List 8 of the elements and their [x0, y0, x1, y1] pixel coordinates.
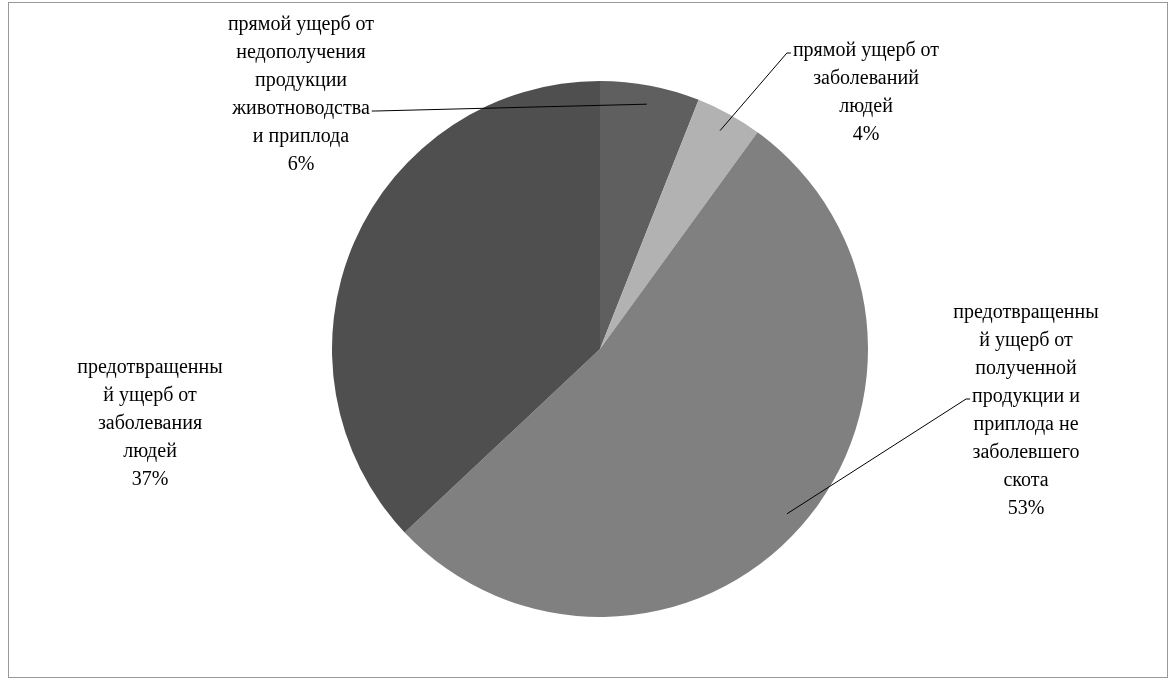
data-label: 37%: [131, 467, 169, 490]
slice-label: прямой ущерб от заболеваний людей: [792, 38, 940, 118]
data-label: 4%: [852, 122, 880, 145]
slice-label: предотвращенный ущерб от полученной продукции и приплода не заболевшего скота: [953, 300, 1099, 491]
data-label: 6%: [287, 152, 315, 175]
slice-label: предотвращенный ущерб от заболевания людей: [77, 355, 223, 463]
data-label: 53%: [1007, 496, 1045, 519]
slice-label: прямой ущерб от недополучения продукции животноводства и приплода: [227, 12, 375, 148]
